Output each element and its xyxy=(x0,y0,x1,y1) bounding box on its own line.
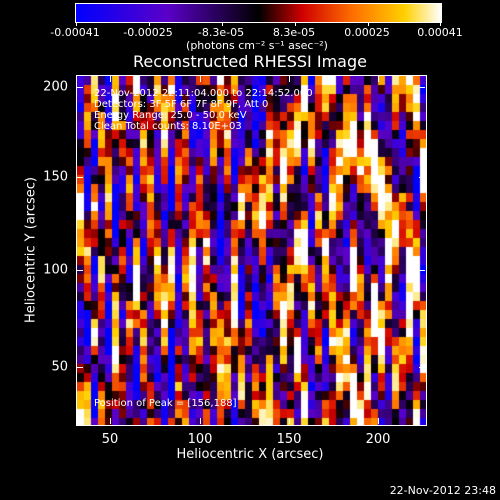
y-axis-label: Heliocentric Y (arcsec) xyxy=(23,177,39,323)
x-tick-label: 100 xyxy=(187,432,213,447)
y-axis-tick xyxy=(419,177,425,178)
y-tick-label: 150 xyxy=(43,169,68,185)
x-axis-tick xyxy=(289,76,290,82)
colorbar-tick xyxy=(368,22,369,26)
time-range-label: 22-Nov-2012 22:11:04.000 to 22:14:52.000 xyxy=(94,88,313,99)
energy-range-label: Energy Range: 25.0 - 50.0 keV xyxy=(94,110,247,121)
x-axis-tick xyxy=(110,76,111,82)
colorbar-tick xyxy=(222,22,223,26)
colorbar-tick xyxy=(295,22,296,26)
colorbar xyxy=(75,3,442,26)
colorbar-tick-label: 8.3e-05 xyxy=(272,26,316,39)
y-tick-label: 50 xyxy=(51,359,68,375)
rhessi-image xyxy=(77,76,426,425)
x-axis-tick xyxy=(200,418,201,424)
x-tick-label: 200 xyxy=(365,432,391,447)
y-axis-tick xyxy=(419,270,425,271)
y-axis-tick xyxy=(419,367,425,368)
y-tick-label: 100 xyxy=(43,262,68,278)
clean-counts-label: Clean Total counts: 8.10E+03 xyxy=(94,121,242,132)
plot-title: Reconstructed RHESSI Image xyxy=(133,52,367,71)
colorbar-tick-label: -0.00025 xyxy=(123,26,173,39)
y-axis-tick xyxy=(419,87,425,88)
y-axis-tick xyxy=(77,177,83,178)
colorbar-tick xyxy=(76,22,77,26)
colorbar-tick-label: 0.00041 xyxy=(417,26,463,39)
colorbar-unit-label: (photons cm⁻² s⁻¹ asec⁻²) xyxy=(186,39,328,52)
x-tick-label: 150 xyxy=(276,432,302,447)
detectors-label: Detectors: 3F 5F 6F 7F 8F 9F, Att 0 xyxy=(94,99,269,110)
x-axis-tick xyxy=(289,418,290,424)
solar-image-panel: 22-Nov-2012 22:11:04.000 to 22:14:52.000… xyxy=(76,75,427,426)
peak-position-label: Position of Peak = [156,188] xyxy=(94,398,237,409)
x-axis-label: Heliocentric X (arcsec) xyxy=(176,447,324,462)
x-axis-tick xyxy=(378,76,379,82)
y-axis-tick xyxy=(77,87,83,88)
x-axis-tick xyxy=(378,418,379,424)
colorbar-tick xyxy=(440,22,441,26)
x-axis-tick xyxy=(110,418,111,424)
colorbar-tick-label: 0.00025 xyxy=(344,26,390,39)
colorbar-tick-label: -0.00041 xyxy=(50,26,100,39)
colorbar-tick xyxy=(149,22,150,26)
y-axis-tick xyxy=(77,367,83,368)
x-axis-tick xyxy=(200,76,201,82)
y-axis-tick xyxy=(77,270,83,271)
colorbar-tick-label: -8.3e-05 xyxy=(197,26,245,39)
y-tick-label: 200 xyxy=(43,79,68,95)
x-tick-label: 50 xyxy=(101,432,119,447)
timestamp: 22-Nov-2012 23:48 xyxy=(389,484,496,497)
